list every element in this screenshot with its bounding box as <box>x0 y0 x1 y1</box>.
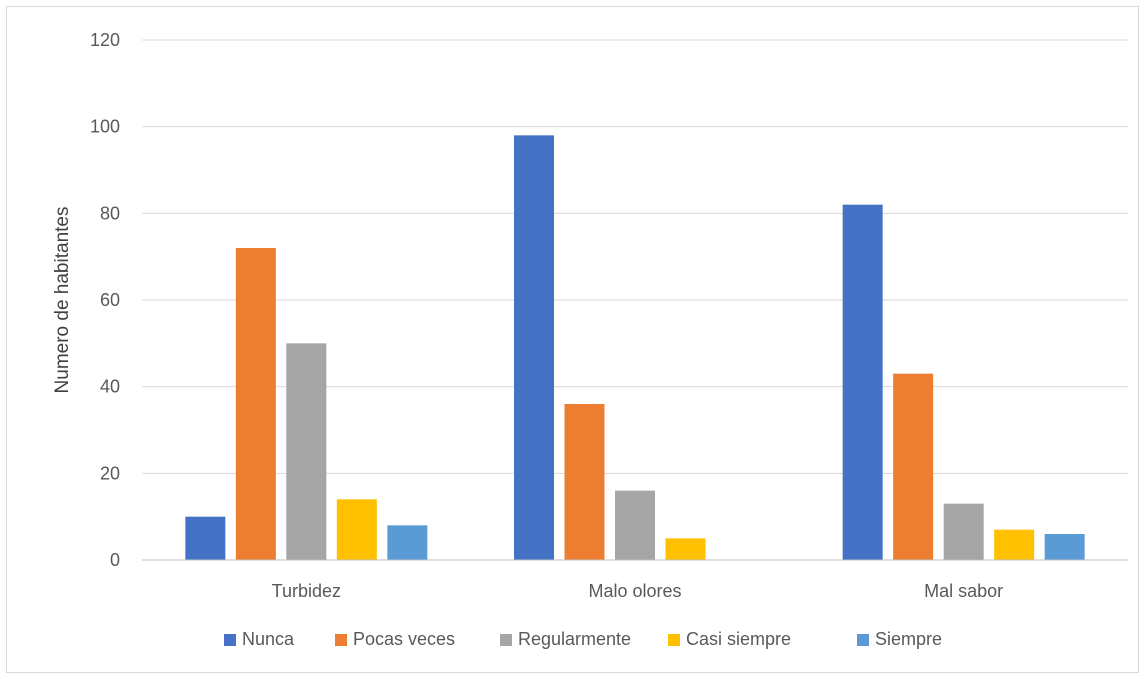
y-tick-label: 80 <box>100 203 120 223</box>
bar-casi-siempre-1 <box>665 538 706 560</box>
legend-label: Nunca <box>242 629 295 649</box>
bar-regularmente-1 <box>615 490 655 560</box>
y-tick-label: 60 <box>100 290 120 310</box>
y-axis-ticks: 0 20 40 60 80 100 120 <box>90 30 120 570</box>
bar-pocas-veces-1 <box>564 404 605 560</box>
x-category-label: Malo olores <box>588 581 681 601</box>
bar-casi-siempre-0 <box>336 499 377 560</box>
bar-siempre-0 <box>387 525 428 560</box>
legend-swatch <box>857 634 869 646</box>
bar-nunca-2 <box>842 204 883 560</box>
y-tick-label: 20 <box>100 463 120 483</box>
legend-label: Regularmente <box>518 629 631 649</box>
y-tick-label: 100 <box>90 117 120 137</box>
legend-swatch <box>335 634 347 646</box>
y-tick-label: 40 <box>100 377 120 397</box>
bar-siempre-2 <box>1044 534 1085 560</box>
legend-swatch <box>500 634 512 646</box>
legend-label: Siempre <box>875 629 942 649</box>
bar-regularmente-2 <box>943 503 984 560</box>
legend: Nunca Pocas veces Regularmente Casi siempre… <box>224 629 942 649</box>
bar-regularmente-0 <box>286 343 327 560</box>
x-category-label: Turbidez <box>272 581 341 601</box>
y-tick-label: 0 <box>110 550 120 570</box>
bar-nunca-1 <box>514 135 554 561</box>
bar-pocas-veces-2 <box>893 373 934 560</box>
bar-pocas-veces-0 <box>235 248 276 560</box>
legend-label: Casi siempre <box>686 629 791 649</box>
y-axis-title: Numero de habitantes <box>52 207 73 394</box>
legend-label: Pocas veces <box>353 629 455 649</box>
legend-swatch <box>668 634 680 646</box>
x-category-label: Mal sabor <box>924 581 1003 601</box>
chart-frame <box>6 6 1139 673</box>
y-tick-label: 120 <box>90 30 120 50</box>
bar-casi-siempre-2 <box>994 529 1035 560</box>
bars <box>185 135 1085 561</box>
bar-nunca-0 <box>185 516 226 560</box>
legend-swatch <box>224 634 236 646</box>
x-axis-categories: Turbidez Malo olores Mal sabor <box>272 581 1004 601</box>
